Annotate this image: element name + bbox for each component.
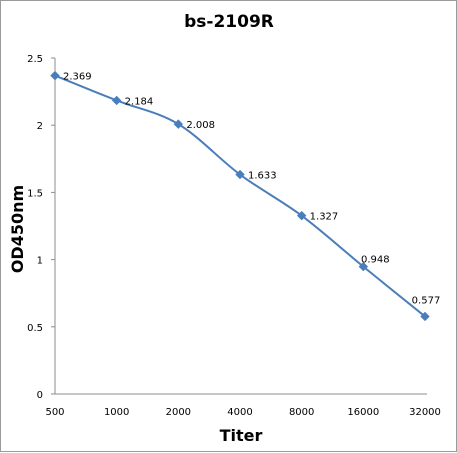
x-tick-labels: 500 1000 2000 4000 8000 16000 32000	[45, 407, 440, 418]
data-point-marker	[111, 95, 122, 106]
y-tick-label: 2	[37, 121, 43, 132]
x-tick-label: 4000	[227, 407, 252, 418]
data-point-marker	[296, 210, 307, 221]
data-labels: 2.369 2.184 2.008 1.633 1.327 0.948 0.577	[63, 72, 440, 307]
data-point-marker	[358, 261, 369, 272]
data-label: 2.369	[63, 72, 92, 83]
data-label: 2.008	[186, 120, 215, 131]
x-tick-label: 32000	[409, 407, 441, 418]
x-tick-label: 8000	[289, 407, 314, 418]
chart-title: bs-2109R	[184, 12, 274, 32]
y-tick-label: 2.5	[27, 54, 43, 65]
data-point-marker	[235, 169, 245, 180]
data-point-marker	[420, 311, 430, 322]
x-tick-label: 1000	[104, 407, 129, 418]
x-tick-label: 500	[45, 407, 64, 418]
data-label: 0.577	[412, 295, 441, 306]
series-line	[54, 74, 426, 318]
data-point-marker	[50, 70, 60, 81]
y-tick-label: 0.5	[27, 323, 43, 334]
y-axis-title: OD450nm	[8, 185, 27, 273]
y-tick-label: 0	[37, 390, 43, 401]
y-tick-labels: 0 0.5 1 1.5 2 2.5	[27, 54, 55, 401]
series-markers	[50, 70, 430, 322]
data-label: 2.184	[125, 96, 154, 107]
data-point-marker	[173, 119, 184, 129]
data-label: 0.948	[361, 255, 390, 266]
data-label: 1.327	[310, 212, 339, 223]
y-tick-label: 1.5	[27, 188, 43, 199]
x-tick-label: 16000	[347, 407, 379, 418]
x-tick-label: 2000	[166, 407, 191, 418]
data-label: 1.633	[248, 171, 277, 182]
y-tick-label: 1	[37, 256, 43, 267]
x-axis-title: Titer	[220, 426, 263, 445]
